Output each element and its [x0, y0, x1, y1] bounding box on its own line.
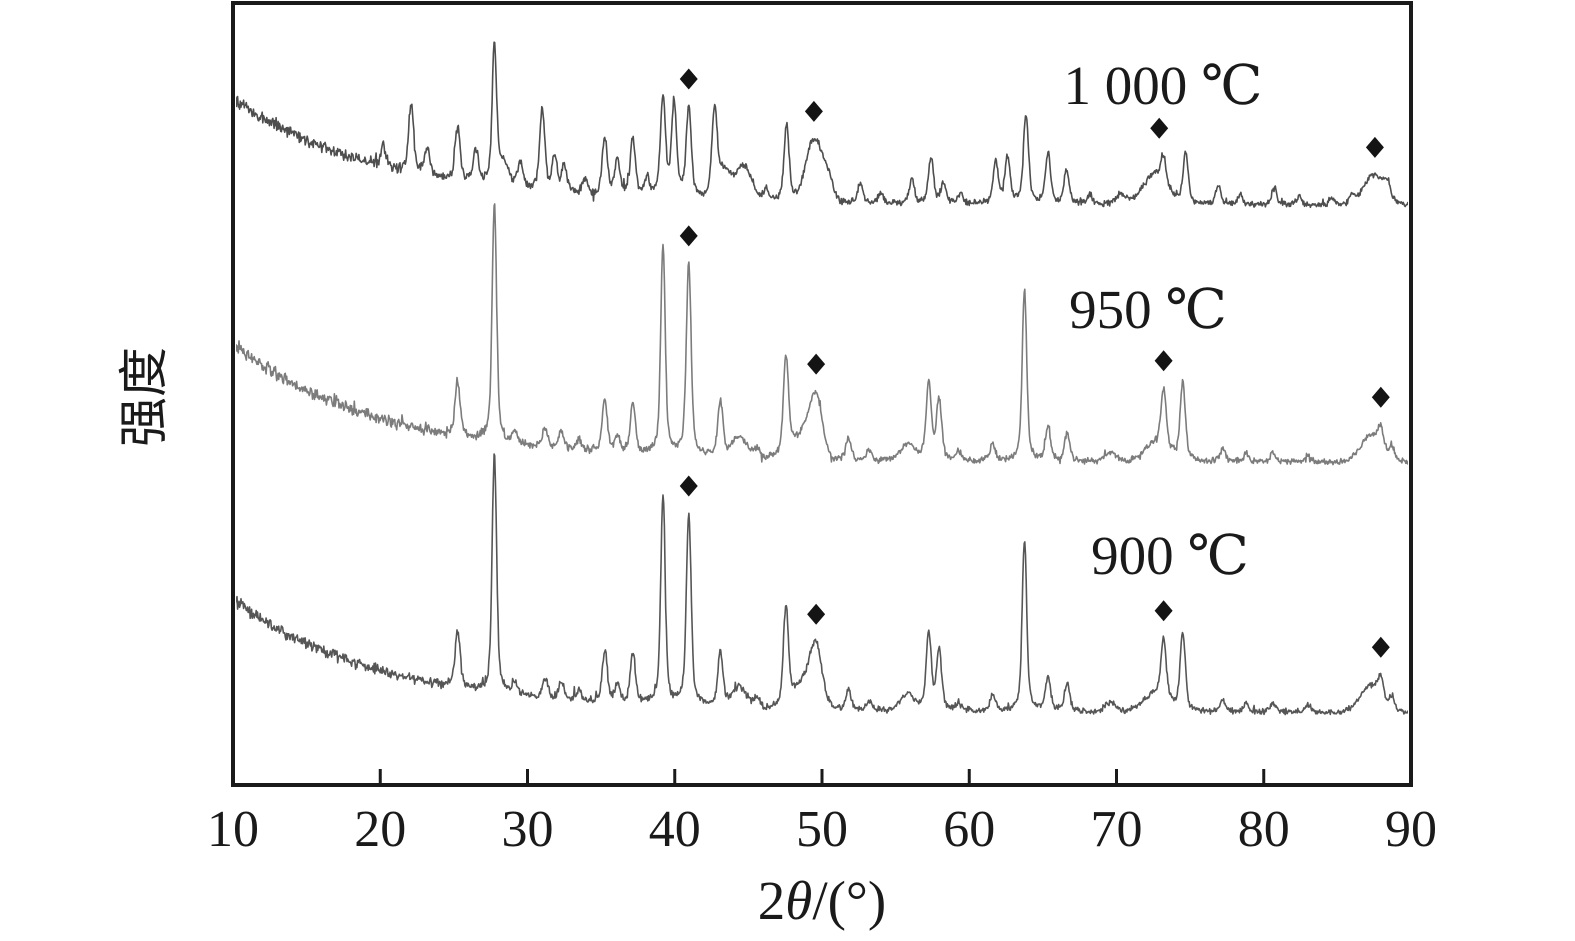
phase-marker-diamond	[1371, 636, 1390, 658]
phase-marker-diamond	[1365, 136, 1384, 158]
x-tick-label: 20	[354, 801, 406, 858]
phase-marker-diamond	[807, 353, 826, 375]
phase-marker-diamond	[807, 603, 826, 625]
y-axis-label: 强度	[116, 347, 172, 447]
phase-marker-diamond	[1150, 117, 1169, 139]
phase-marker-diamond	[1154, 600, 1173, 622]
phase-marker-diamond	[1154, 350, 1173, 372]
phase-marker-diamond	[679, 225, 698, 247]
x-tick-label: 50	[796, 801, 848, 858]
traces-group	[236, 41, 1408, 716]
xrd-trace-900c	[236, 453, 1408, 716]
x-axis-label-part: θ	[785, 870, 812, 931]
x-tick-label: 60	[943, 801, 995, 858]
phase-markers-group	[679, 68, 1390, 658]
xrd-trace-950c	[236, 203, 1408, 466]
phase-marker-diamond	[679, 68, 698, 90]
series-label-1000c: 1 000 ℃	[1063, 55, 1262, 116]
x-axis-label: 2θ/(°)	[758, 870, 886, 931]
xrd-trace-1000c	[236, 41, 1408, 209]
x-tick-labels-group: 10 20 30 40 50 60 70 80 90	[207, 801, 1437, 858]
series-label-950c: 950 ℃	[1069, 279, 1227, 340]
series-label-900c: 900 ℃	[1091, 525, 1249, 586]
x-tick-label: 90	[1385, 801, 1437, 858]
plot-border	[231, 1, 1413, 787]
x-tick-label: 30	[502, 801, 554, 858]
x-tick-label: 80	[1238, 801, 1290, 858]
x-tick-label: 70	[1091, 801, 1143, 858]
x-ticks-group	[378, 769, 1266, 783]
phase-marker-diamond	[679, 475, 698, 497]
x-axis-label-part: 2	[758, 870, 786, 931]
phase-marker-diamond	[1371, 386, 1390, 408]
phase-marker-diamond	[804, 100, 823, 122]
x-axis-label-part: /(°)	[812, 870, 886, 931]
x-tick-label: 10	[207, 801, 259, 858]
x-tick-label: 40	[649, 801, 701, 858]
